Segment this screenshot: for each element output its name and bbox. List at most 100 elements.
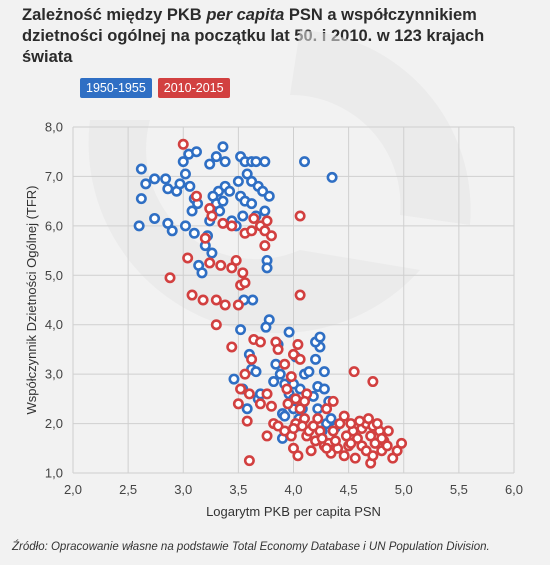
scatter-point-series-2 [177,138,189,150]
source-footnote: Źródło: Opracowanie własne na podstawie … [12,541,490,553]
scatter-point-series-1 [140,178,152,190]
scatter-point-series-1 [326,171,338,183]
scatter-point-series-2 [265,400,277,412]
scatter-point-series-1 [259,205,271,217]
scatter-point-series-1 [299,156,311,168]
scatter-point-series-2 [241,415,253,427]
scatter-point-series-2 [367,450,379,462]
scatter-point-series-1 [270,358,282,370]
scatter-point-series-2 [219,299,231,311]
scatter-point-series-2 [197,294,209,306]
scatter-point-series-1 [283,326,295,338]
x-tick-label: 3,5 [229,482,247,497]
scatter-point-series-2 [182,252,194,264]
scatter-point-series-2 [210,294,222,306]
scatter-point-series-1 [246,198,258,210]
scatter-point-series-1 [259,156,271,168]
scatter-point-series-2 [217,217,229,229]
scatter-point-series-2 [206,210,218,222]
scatter-point-series-1 [149,173,161,185]
scatter-point-series-1 [247,294,259,306]
x-tick-label: 4,0 [284,482,302,497]
scatter-point-series-2 [261,388,273,400]
scatter-point-series-1 [279,410,291,422]
scatter-point-series-2 [282,398,294,410]
scatter-point-series-1 [241,403,253,415]
scatter-point-series-2 [281,383,293,395]
y-tick-label: 2,0 [45,416,63,431]
scatter-point-series-2 [354,415,366,427]
scatter-point-series-1 [250,366,262,378]
scatter-point-series-2 [292,450,304,462]
scatter-point-series-2 [329,435,341,447]
scatter-point-series-2 [235,383,247,395]
scatter-point-series-2 [204,257,216,269]
scatter-point-series-2 [210,319,222,331]
scatter-point-series-2 [345,418,357,430]
x-tick-label: 6,0 [505,482,523,497]
scatter-point-series-1 [149,212,161,224]
scatter-point-series-2 [316,432,328,444]
scatter-point-series-1 [237,210,249,222]
scatter-point-series-2 [239,277,251,289]
scatter-point-series-2 [243,455,255,467]
scatter-point-series-1 [196,267,208,279]
scatter-point-series-1 [318,366,330,378]
scatter-point-series-1 [186,205,198,217]
scatter-point-series-2 [259,240,271,252]
scatter-point-series-2 [321,403,333,415]
scatter-point-series-1 [174,178,186,190]
scatter-point-series-1 [210,151,222,163]
x-axis-label: Logarytm PKB per capita PSN [206,504,381,519]
scatter-point-series-1 [217,195,229,207]
scatter-point-series-1 [160,173,172,185]
x-tick-label: 2,0 [64,482,82,497]
x-tick-label: 3,0 [174,482,192,497]
scatter-point-series-1 [250,156,262,168]
scatter-point-series-2 [237,267,249,279]
scatter-point-series-1 [312,403,324,415]
scatter-point-series-2 [265,230,277,242]
scatter-point-series-1 [214,205,226,217]
scatter-point-series-1 [260,321,272,333]
scatter-point-series-2 [254,398,266,410]
scatter-point-series-2 [261,430,273,442]
scatter-point-series-1 [177,156,189,168]
scatter-point-series-1 [228,373,240,385]
y-tick-label: 1,0 [45,466,63,481]
scatter-point-series-2 [164,272,176,284]
legend-item-series-1: 1950-1955 [80,78,152,98]
scatter-point-series-2 [327,395,339,407]
chart-title: Zależność między PKB per capita PSN a ws… [22,6,485,66]
scatter-point-series-1 [325,413,337,425]
x-tick-label: 4,5 [340,482,358,497]
scatter-point-series-2 [299,395,311,407]
scatter-point-series-2 [190,190,202,202]
y-tick-label: 3,0 [45,367,63,382]
scatter-point-series-1 [310,353,322,365]
scatter-point-series-2 [312,413,324,425]
scatter-point-series-1 [232,175,244,187]
scatter-point-series-1 [268,376,280,388]
scatter-point-series-2 [327,425,339,437]
y-axis-label: Współczynnik Dzietności Ogólnej (TFR) [24,185,39,414]
scatter-point-series-2 [292,338,304,350]
y-tick-label: 5,0 [45,268,63,283]
scatter-point-series-1 [184,180,196,192]
scatter-point-series-2 [261,215,273,227]
scatter-point-series-1 [206,247,218,259]
scatter-point-series-2 [381,440,393,452]
scatter-point-series-2 [230,254,242,266]
scatter-point-series-1 [217,141,229,153]
scatter-point-series-2 [215,259,227,271]
scatter-point-series-1 [318,383,330,395]
scatter-point-series-1 [135,193,147,205]
scatter-point-series-1 [274,368,286,380]
scatter-point-series-1 [162,183,174,195]
scatter-point-series-2 [243,388,255,400]
scatter-point-series-1 [188,227,200,239]
scatter-point-series-2 [338,410,350,422]
x-tick-label: 2,5 [119,482,137,497]
scatter-point-series-2 [246,353,258,365]
scatter-point-series-2 [239,368,251,380]
